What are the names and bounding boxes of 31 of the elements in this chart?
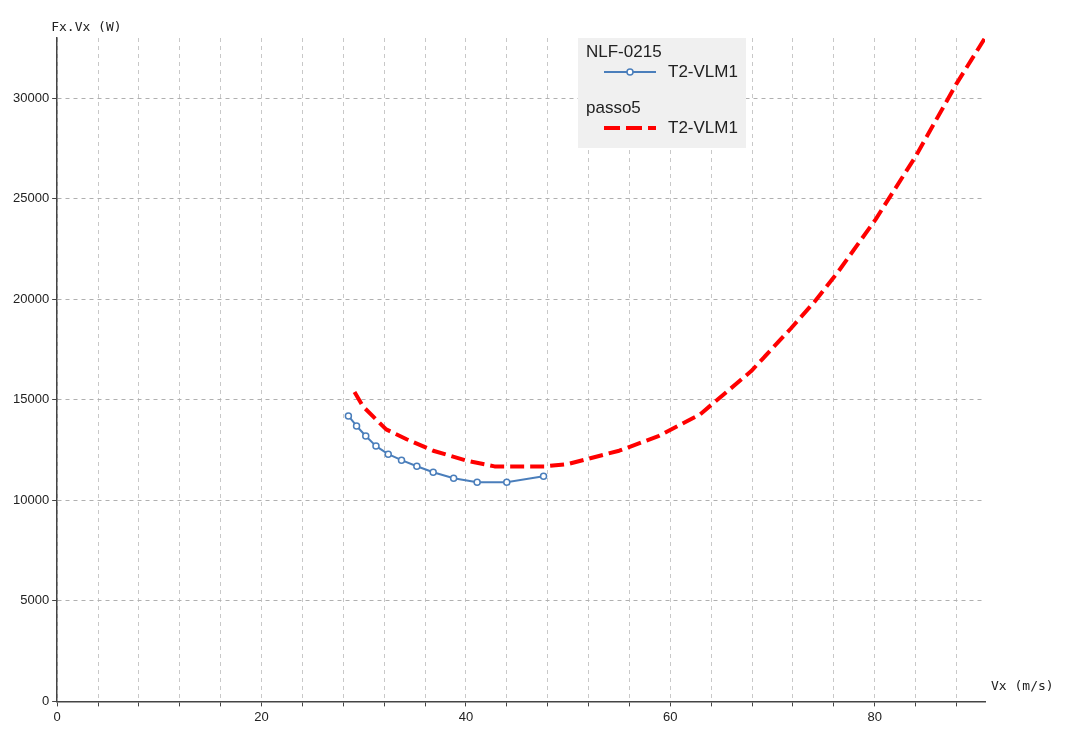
y-tick-label: 30000: [12, 89, 50, 105]
line-series: [352, 38, 985, 469]
point: [362, 432, 370, 440]
y-tick-label: 5000: [20, 592, 50, 608]
point: [344, 412, 353, 420]
point: [352, 422, 361, 430]
point: [503, 478, 511, 487]
y-tick-label: 10000: [12, 491, 50, 507]
point: [473, 478, 481, 487]
point: [397, 456, 406, 464]
legend-label: T2-VLM1: [668, 62, 738, 82]
point: [384, 450, 392, 458]
point: [429, 468, 437, 476]
x-tick-label: 80: [867, 708, 882, 724]
y-axis-title: Fx.Vx (W): [51, 18, 122, 34]
x-tick-label: 40: [458, 708, 474, 724]
x-tick-label: 60: [663, 708, 678, 724]
y-tick-label: 15000: [12, 391, 50, 407]
x-tick-label: 0: [53, 708, 61, 724]
y-tick-label: 20000: [12, 290, 50, 306]
x-axis-title: Vx (m/s): [991, 678, 1054, 694]
point: [539, 472, 548, 480]
x-tick-label: 20: [254, 708, 269, 724]
annotation: passo5: [586, 98, 642, 118]
point: [413, 462, 421, 470]
y-tick-label: 0: [41, 692, 50, 708]
point: [449, 474, 458, 483]
legend-label: T2-VLM1: [668, 118, 738, 138]
y-tick-label: 25000: [12, 190, 50, 206]
annotation: NLF-0215: [586, 42, 663, 62]
point: [372, 442, 380, 450]
